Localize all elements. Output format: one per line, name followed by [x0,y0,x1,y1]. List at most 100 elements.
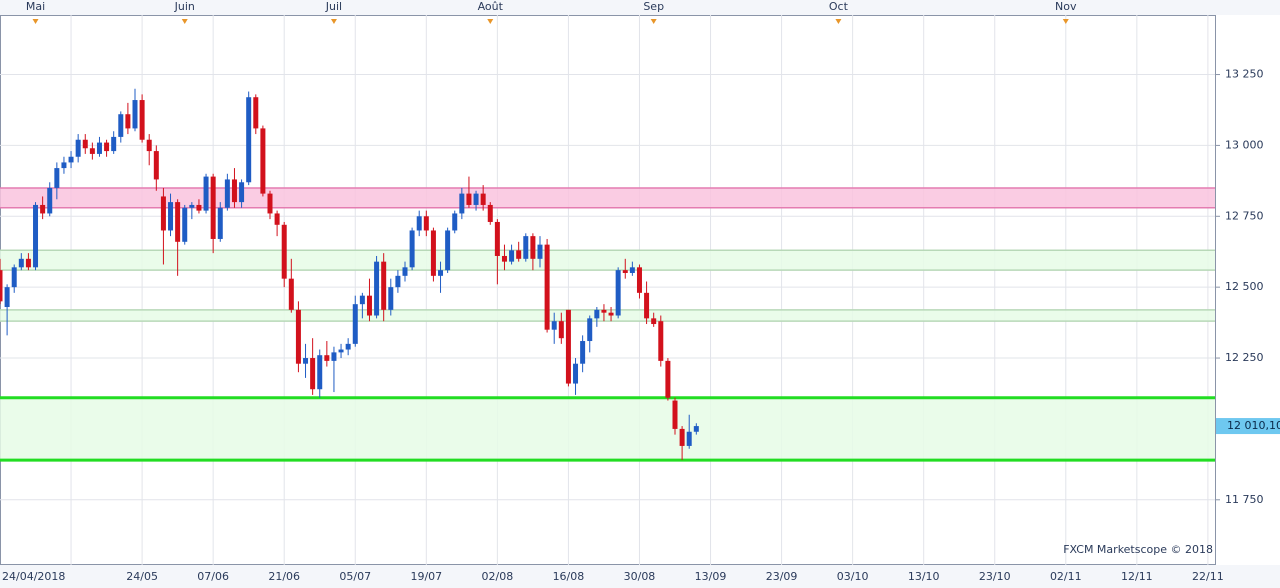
x-tick-label: 23/10 [979,570,1011,583]
x-tick-label: 21/06 [268,570,300,583]
candle-body [40,204,46,214]
date-strip [0,565,1280,588]
x-tick-label: 23/09 [766,570,798,583]
zone [0,309,1215,322]
candle-body [480,193,486,205]
candle-body [61,162,67,169]
candle-body [217,207,223,239]
candle-body [104,142,110,152]
y-tick-label: 12 750 [1225,209,1264,222]
candle-body [573,363,579,384]
x-tick-label: 19/07 [410,570,442,583]
candle-body [665,360,671,398]
candle-body [54,168,60,188]
candle-body [509,250,515,262]
y-tick-label: 12 500 [1225,280,1264,293]
y-tick-label: 11 750 [1225,493,1264,506]
candle-body [324,355,330,361]
month-strip [0,0,1280,15]
candle-body [537,244,543,259]
candle-body [523,236,529,259]
candle-body [686,431,692,446]
candle-body [4,287,10,308]
candle-body [615,270,621,316]
zone [0,397,1215,461]
candle-body [203,176,209,211]
candle-body [47,187,53,214]
candle-body [18,258,24,268]
month-marker [330,19,337,24]
candle-body [587,318,593,342]
candle-body [317,355,323,390]
candle-body [288,278,294,310]
candle-body [366,295,372,316]
candle-body [601,309,607,313]
candle-body [231,179,237,203]
candle-body [359,295,365,305]
plot-area [0,15,1216,565]
candle-body [466,193,472,205]
month-marker [181,19,188,24]
month-label: Juil [325,0,342,13]
x-tick-label: 13/10 [908,570,940,583]
candle-body [281,224,287,279]
candle-body [423,216,429,231]
month-marker [835,19,842,24]
zone [0,187,1215,208]
price-tag-label: 12 010,10 [1227,419,1280,432]
candle-body [494,221,500,256]
candle-body [196,204,202,211]
candle-body [303,358,309,364]
x-tick-label: 30/08 [624,570,656,583]
candle-body [253,97,259,129]
candle-body [516,250,522,259]
candle-body [381,261,387,310]
candle-body [580,341,586,364]
candle-body [139,100,145,140]
zone [0,250,1215,271]
candle-body [25,258,31,268]
month-label: Sep [643,0,664,13]
x-tick-label: 02/08 [482,570,514,583]
candle-body [374,261,380,316]
x-tick-label: 03/10 [837,570,869,583]
x-tick-label: 13/09 [695,570,727,583]
candle-body [274,213,280,225]
x-tick-label: 07/06 [197,570,229,583]
candle-body [246,97,252,183]
candle-body [636,267,642,293]
month-label: Oct [829,0,849,13]
candle-body [438,270,444,276]
price-tag [1216,418,1280,435]
candle-body [693,426,699,432]
candle-body [260,128,266,194]
candle-body [160,196,166,231]
candle-body [75,139,81,157]
candle-body [608,312,614,316]
candle-body [530,236,536,259]
candle-body [338,349,344,353]
candle-body [452,213,458,231]
candle-body [473,193,479,205]
candle-body [388,287,394,310]
candle-body [501,255,507,262]
candle-body [89,148,95,154]
candle-body [445,230,451,271]
y-tick-label: 13 000 [1225,138,1264,151]
candle-body [459,193,465,214]
candle-body [672,400,678,429]
candle-body [295,309,301,364]
x-tick-label: 16/08 [553,570,585,583]
candle-body [153,151,159,180]
candle-body [82,139,88,149]
candle-body [644,292,650,319]
candle-body [558,321,564,339]
candle-body [430,230,436,276]
candle-body [111,136,117,152]
candle-body [168,202,174,231]
month-marker [32,19,39,24]
candle-body [189,204,195,208]
x-tick-label: 24/05 [126,570,158,583]
candle-body [551,321,557,330]
candle-body [0,270,3,302]
